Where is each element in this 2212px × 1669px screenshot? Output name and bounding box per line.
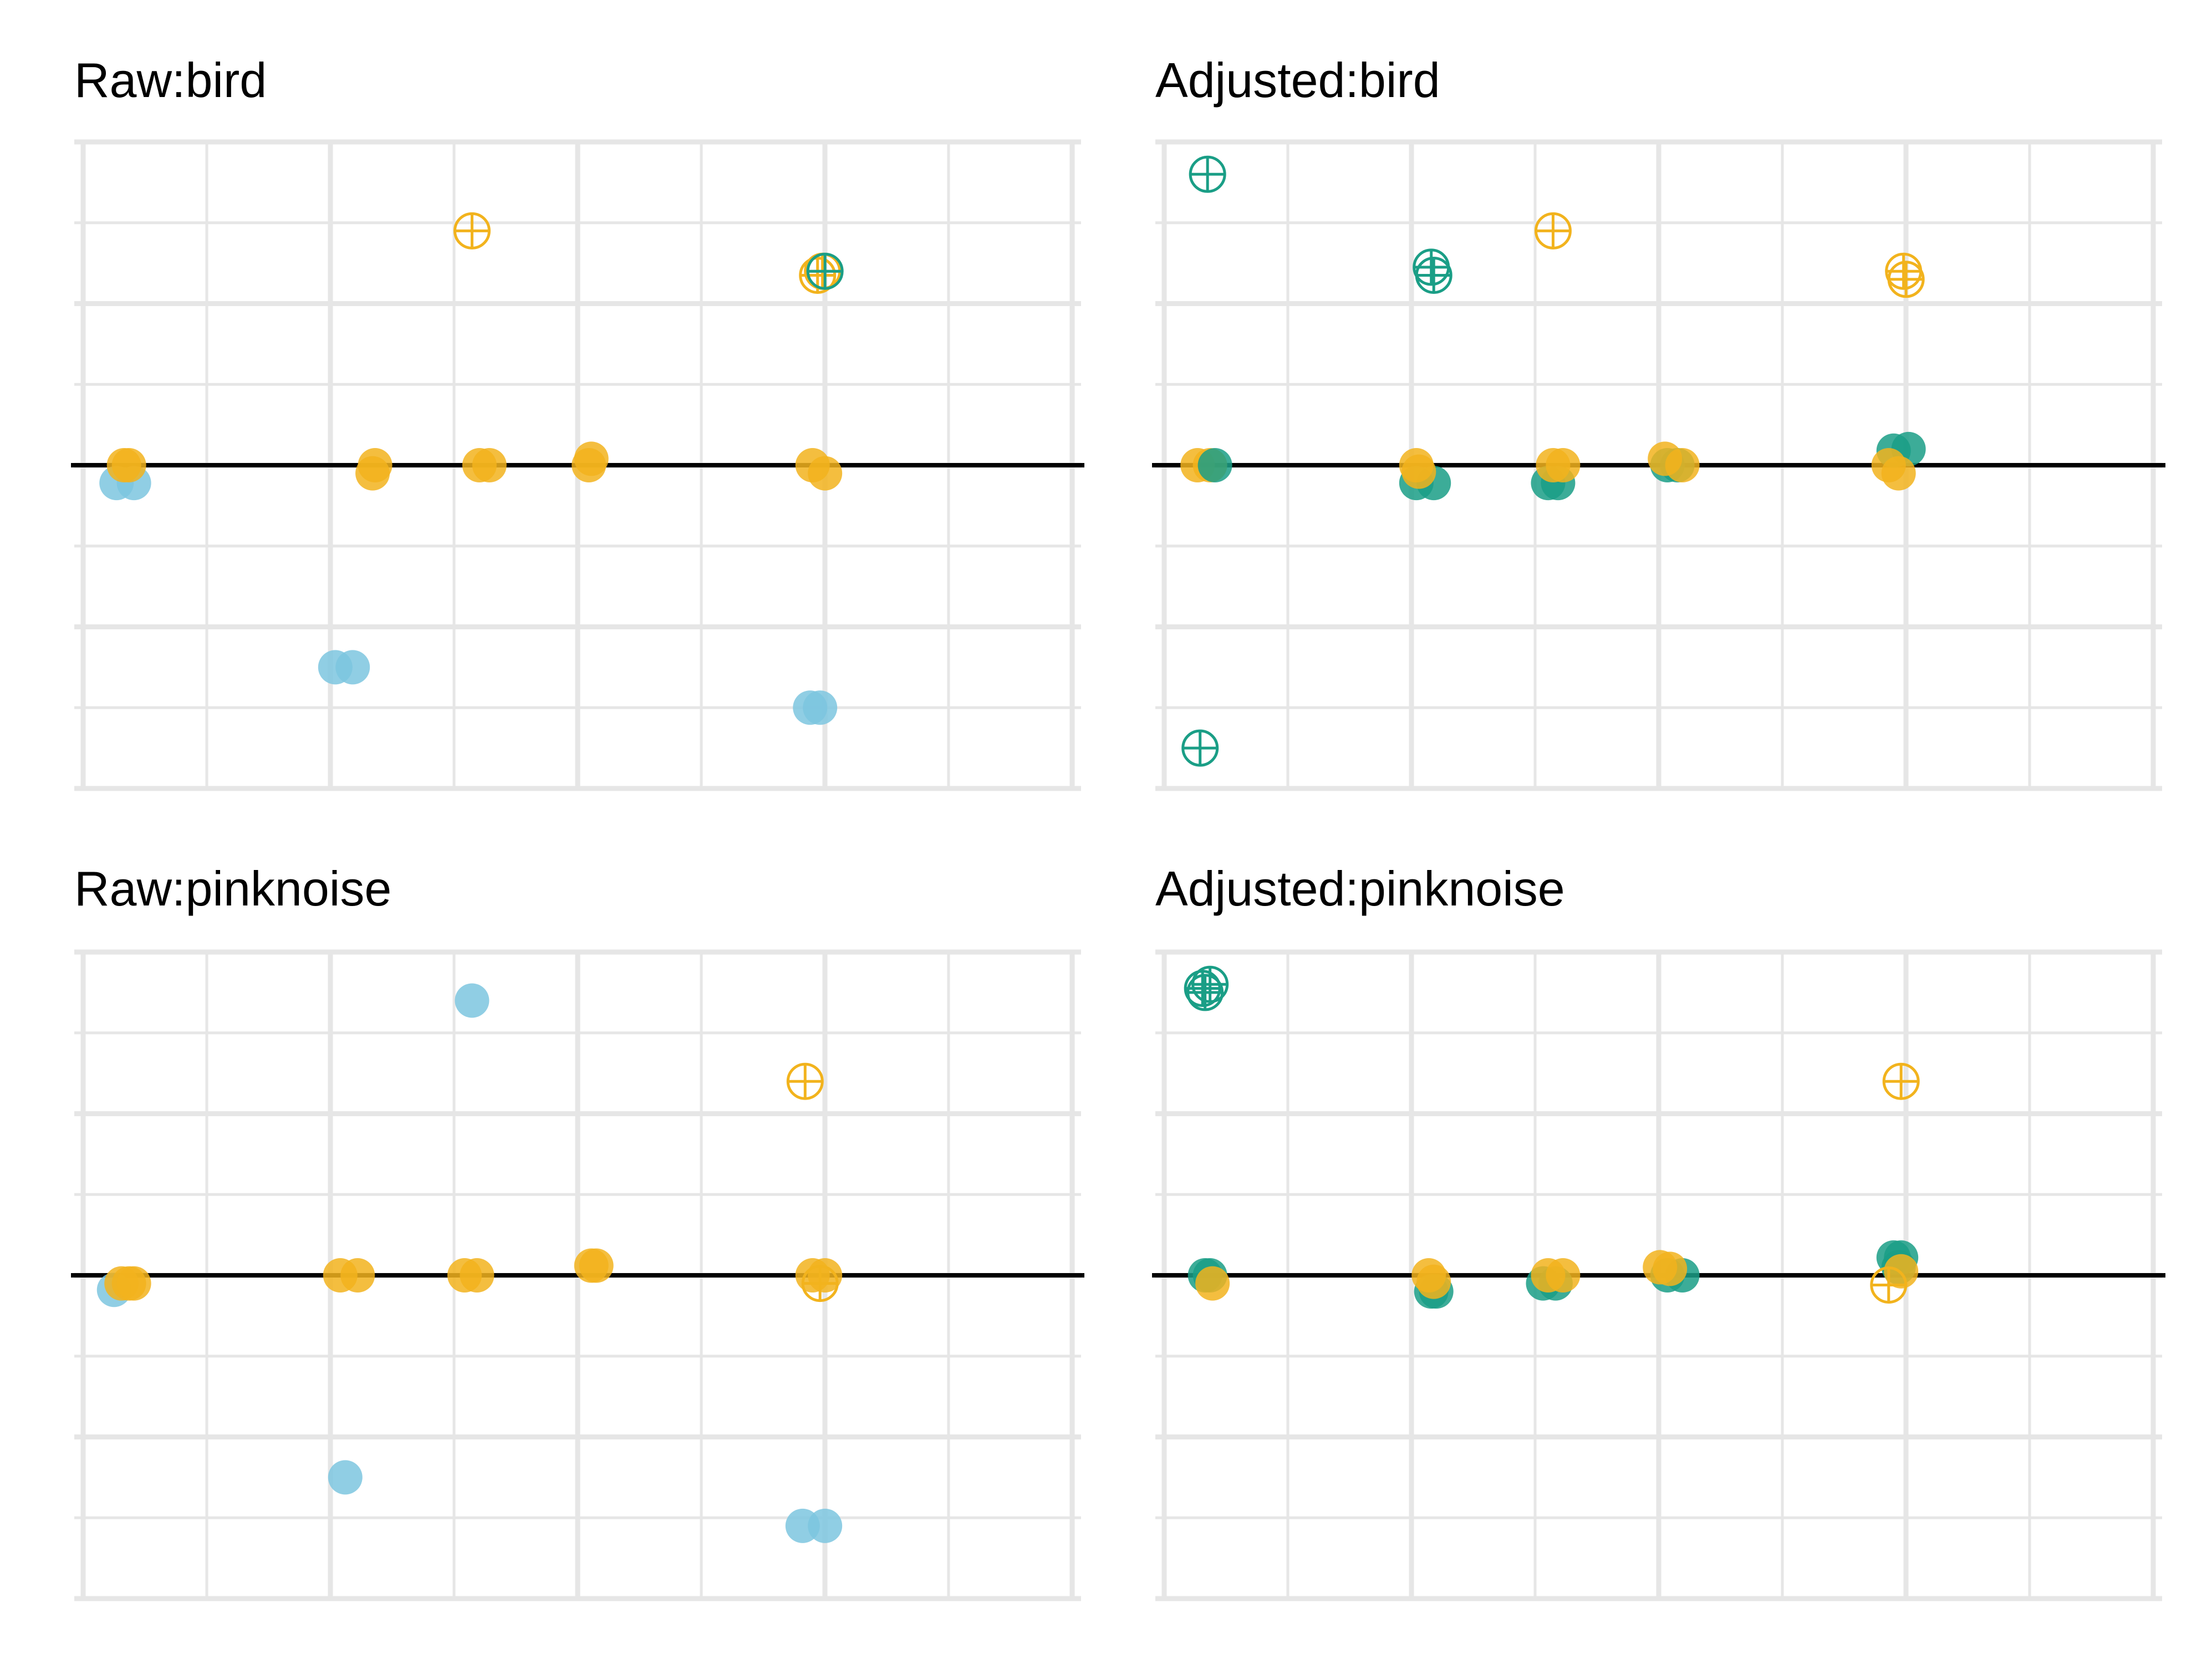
data-point-crossed-orange: [1882, 1062, 1920, 1100]
data-point-orange: [1665, 448, 1700, 482]
data-point-orange: [340, 1258, 375, 1293]
data-point-crossed-orange: [1534, 212, 1572, 250]
data-point-blue: [328, 1460, 363, 1495]
data-point-orange: [472, 448, 507, 482]
data-point-orange: [572, 448, 606, 482]
data-point-crossed-teal: [1415, 256, 1452, 294]
data-point-orange: [1401, 454, 1436, 489]
data-point-blue: [808, 1508, 843, 1543]
data-point-orange: [358, 448, 393, 482]
data-point-crossed-teal: [1189, 155, 1226, 193]
panel-adjusted-pinknoise: Adjusted:pinknoise: [1152, 861, 2165, 1601]
data-point-orange: [1881, 456, 1916, 491]
data-point-orange: [1416, 1264, 1451, 1299]
panel-title-raw-bird: Raw:bird: [74, 53, 267, 108]
data-point-blue: [803, 690, 838, 725]
panel-adjusted-bird: Adjusted:bird: [1152, 53, 2165, 791]
panel-raw-bird: Raw:bird: [71, 53, 1084, 791]
data-point-orange: [808, 1258, 843, 1293]
data-point-crossed-teal: [1181, 729, 1219, 767]
data-point-orange: [1653, 1251, 1688, 1286]
data-point-orange: [460, 1258, 495, 1293]
data-point-crossed-orange: [1870, 1266, 1908, 1304]
data-point-crossed-orange: [786, 1062, 824, 1100]
data-point-crossed-teal: [806, 252, 844, 290]
data-point-teal: [1197, 448, 1232, 482]
data-point-crossed-orange: [453, 212, 491, 250]
data-point-blue: [335, 650, 370, 685]
data-points: [99, 212, 844, 725]
data-point-orange: [579, 1248, 614, 1283]
data-point-orange: [1195, 1266, 1230, 1301]
data-point-orange: [808, 456, 843, 491]
data-points: [1180, 155, 1926, 767]
data-point-blue: [455, 983, 490, 1018]
data-point-orange: [1546, 448, 1581, 482]
panel-title-adjusted-pinknoise: Adjusted:pinknoise: [1155, 861, 1565, 916]
data-points: [1184, 965, 1920, 1309]
data-point-orange: [111, 448, 146, 482]
panel-title-raw-pinknoise: Raw:pinknoise: [74, 861, 391, 916]
data-point-crossed-teal: [1186, 974, 1224, 1011]
data-point-orange: [116, 1266, 151, 1301]
panel-title-adjusted-bird: Adjusted:bird: [1155, 53, 1440, 108]
panel-raw-pinknoise: Raw:pinknoise: [71, 861, 1084, 1601]
data-point-crossed-orange: [1887, 261, 1925, 298]
data-points: [96, 983, 843, 1543]
data-point-orange: [1546, 1258, 1581, 1293]
